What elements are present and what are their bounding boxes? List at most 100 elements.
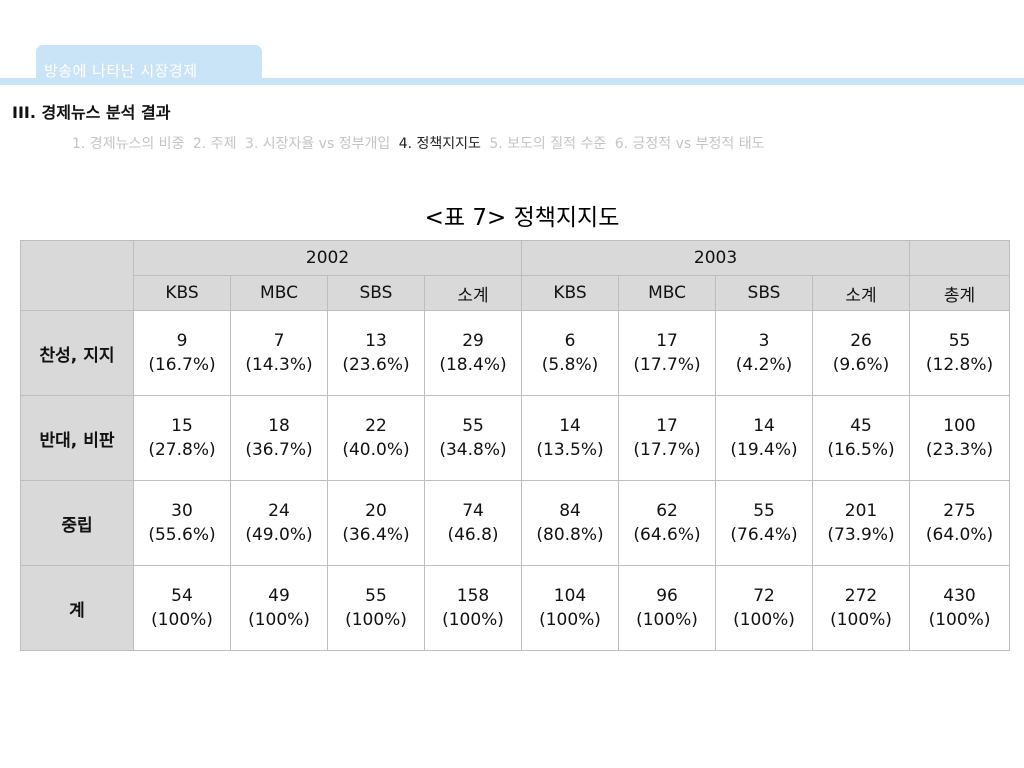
- cell-count: 54: [171, 586, 193, 606]
- col-header: SBS: [715, 275, 814, 311]
- cell-percent: (80.8%): [536, 525, 604, 545]
- subnav: 1. 경제뉴스의 비중 2. 주제 3. 시장자율 vs 정부개입 4. 정책지…: [72, 133, 768, 153]
- cell-count: 18: [268, 416, 290, 436]
- table-cell: 18 (36.7%): [230, 395, 328, 481]
- table-cell: 55 (100%): [327, 565, 425, 651]
- cell-percent: (13.5%): [536, 440, 604, 460]
- cell-count: 55: [753, 501, 775, 521]
- col-header: MBC: [230, 275, 328, 311]
- table-cell: 14 (13.5%): [521, 395, 620, 481]
- cell-percent: (100%): [248, 610, 310, 630]
- row-label: 계: [20, 565, 134, 651]
- table-corner-cell: [20, 240, 134, 311]
- cell-count: 158: [456, 586, 490, 606]
- table-cell: 20 (36.4%): [327, 480, 425, 566]
- table-cell: 272 (100%): [812, 565, 911, 651]
- cell-count: 55: [948, 331, 971, 351]
- table-cell: 275 (64.0%): [909, 480, 1011, 566]
- cell-count: 15: [171, 416, 193, 436]
- policy-support-table: 2002 2003 KBS MBC SBS 소계 KBS MBC SBS 소계 …: [20, 240, 1011, 651]
- table-cell: 49 (100%): [230, 565, 328, 651]
- table-cell: 24 (49.0%): [230, 480, 328, 566]
- cell-percent: (16.5%): [827, 440, 895, 460]
- cell-percent: (12.8%): [925, 355, 994, 375]
- header-tab: 방송에 나타난 시장경제: [36, 45, 262, 80]
- subnav-item-3[interactable]: 3. 시장자율 vs 정부개입: [244, 136, 391, 152]
- table-cell: 55 (76.4%): [715, 480, 814, 566]
- cell-count: 29: [462, 331, 484, 351]
- table-row: 중립 30 (55.6%) 24 (49.0%) 20 (36.4%) 74 (46.8) 84 (…: [20, 480, 1011, 566]
- cell-count: 72: [753, 586, 775, 606]
- cell-count: 24: [268, 501, 290, 521]
- cell-percent: (34.8%): [439, 440, 507, 460]
- cell-count: 275: [943, 501, 976, 521]
- table-cell: 30 (55.6%): [133, 480, 231, 566]
- cell-percent: (100%): [442, 610, 504, 630]
- col-header: KBS: [133, 275, 231, 311]
- table-cell: 13 (23.6%): [327, 310, 425, 396]
- cell-count: 430: [943, 586, 976, 606]
- col-header: 총계: [909, 275, 1011, 311]
- cell-count: 26: [850, 331, 872, 351]
- cell-count: 100: [943, 416, 976, 436]
- cell-percent: (16.7%): [148, 355, 216, 375]
- table-cell: 55 (34.8%): [423, 395, 523, 481]
- cell-percent: (40.0%): [342, 440, 410, 460]
- subnav-item-1[interactable]: 1. 경제뉴스의 비중: [72, 136, 185, 152]
- col-header: KBS: [521, 275, 620, 311]
- table-cell: 100 (23.3%): [909, 395, 1011, 481]
- table-cell: 201 (73.9%): [812, 480, 911, 566]
- cell-count: 45: [850, 416, 872, 436]
- cell-count: 17: [656, 331, 678, 351]
- cell-percent: (9.6%): [832, 355, 890, 375]
- cell-percent: (73.9%): [827, 525, 895, 545]
- col-header: 소계: [423, 275, 523, 311]
- table-row: 찬성, 지지 9 (16.7%) 7 (14.3%) 13 (23.6%) 29 (18.4%)…: [20, 310, 1011, 396]
- cell-count: 96: [656, 586, 678, 606]
- cell-percent: (14.3%): [245, 355, 313, 375]
- table-cell: 55 (12.8%): [909, 310, 1011, 396]
- cell-percent: (100%): [733, 610, 795, 630]
- subnav-item-4[interactable]: 4. 정책지지도: [398, 136, 481, 152]
- year-header-blank: [909, 240, 1011, 276]
- cell-count: 9: [176, 331, 188, 351]
- col-header: MBC: [618, 275, 717, 311]
- table-cell: 14 (19.4%): [715, 395, 814, 481]
- subnav-item-5[interactable]: 5. 보도의 질적 수준: [489, 136, 607, 152]
- row-label: 중립: [20, 480, 134, 566]
- cell-percent: (100%): [636, 610, 698, 630]
- cell-percent: (76.4%): [730, 525, 798, 545]
- cell-percent: (36.4%): [342, 525, 410, 545]
- table-cell: 158 (100%): [423, 565, 523, 651]
- cell-count: 6: [564, 331, 576, 351]
- table-cell: 9 (16.7%): [133, 310, 231, 396]
- cell-percent: (100%): [830, 610, 892, 630]
- cell-count: 30: [171, 501, 193, 521]
- cell-percent: (64.6%): [633, 525, 701, 545]
- table-cell: 7 (14.3%): [230, 310, 328, 396]
- cell-percent: (100%): [928, 610, 991, 630]
- cell-count: 104: [553, 586, 587, 606]
- row-label: 찬성, 지지: [20, 310, 134, 396]
- cell-percent: (100%): [345, 610, 407, 630]
- cell-count: 17: [656, 416, 678, 436]
- table-cell: 22 (40.0%): [327, 395, 425, 481]
- col-header: SBS: [327, 275, 425, 311]
- table-cell: 6 (5.8%): [521, 310, 620, 396]
- table-cell: 72 (100%): [715, 565, 814, 651]
- cell-count: 55: [462, 416, 484, 436]
- subnav-item-6[interactable]: 6. 긍정적 vs 부정적 태도: [614, 136, 765, 152]
- table-cell: 430 (100%): [909, 565, 1011, 651]
- table-cell: 45 (16.5%): [812, 395, 911, 481]
- year-header-2002: 2002: [132, 240, 523, 276]
- cell-percent: (36.7%): [245, 440, 313, 460]
- table-cell: 96 (100%): [618, 565, 717, 651]
- cell-count: 20: [365, 501, 387, 521]
- table-cell: 17 (17.7%): [618, 310, 717, 396]
- table-cell: 29 (18.4%): [423, 310, 523, 396]
- table-cell: 17 (17.7%): [618, 395, 717, 481]
- cell-percent: (23.3%): [925, 440, 994, 460]
- subnav-item-2[interactable]: 2. 주제: [192, 136, 237, 152]
- section-title: III. 경제뉴스 분석 결과: [12, 103, 171, 122]
- cell-count: 22: [365, 416, 387, 436]
